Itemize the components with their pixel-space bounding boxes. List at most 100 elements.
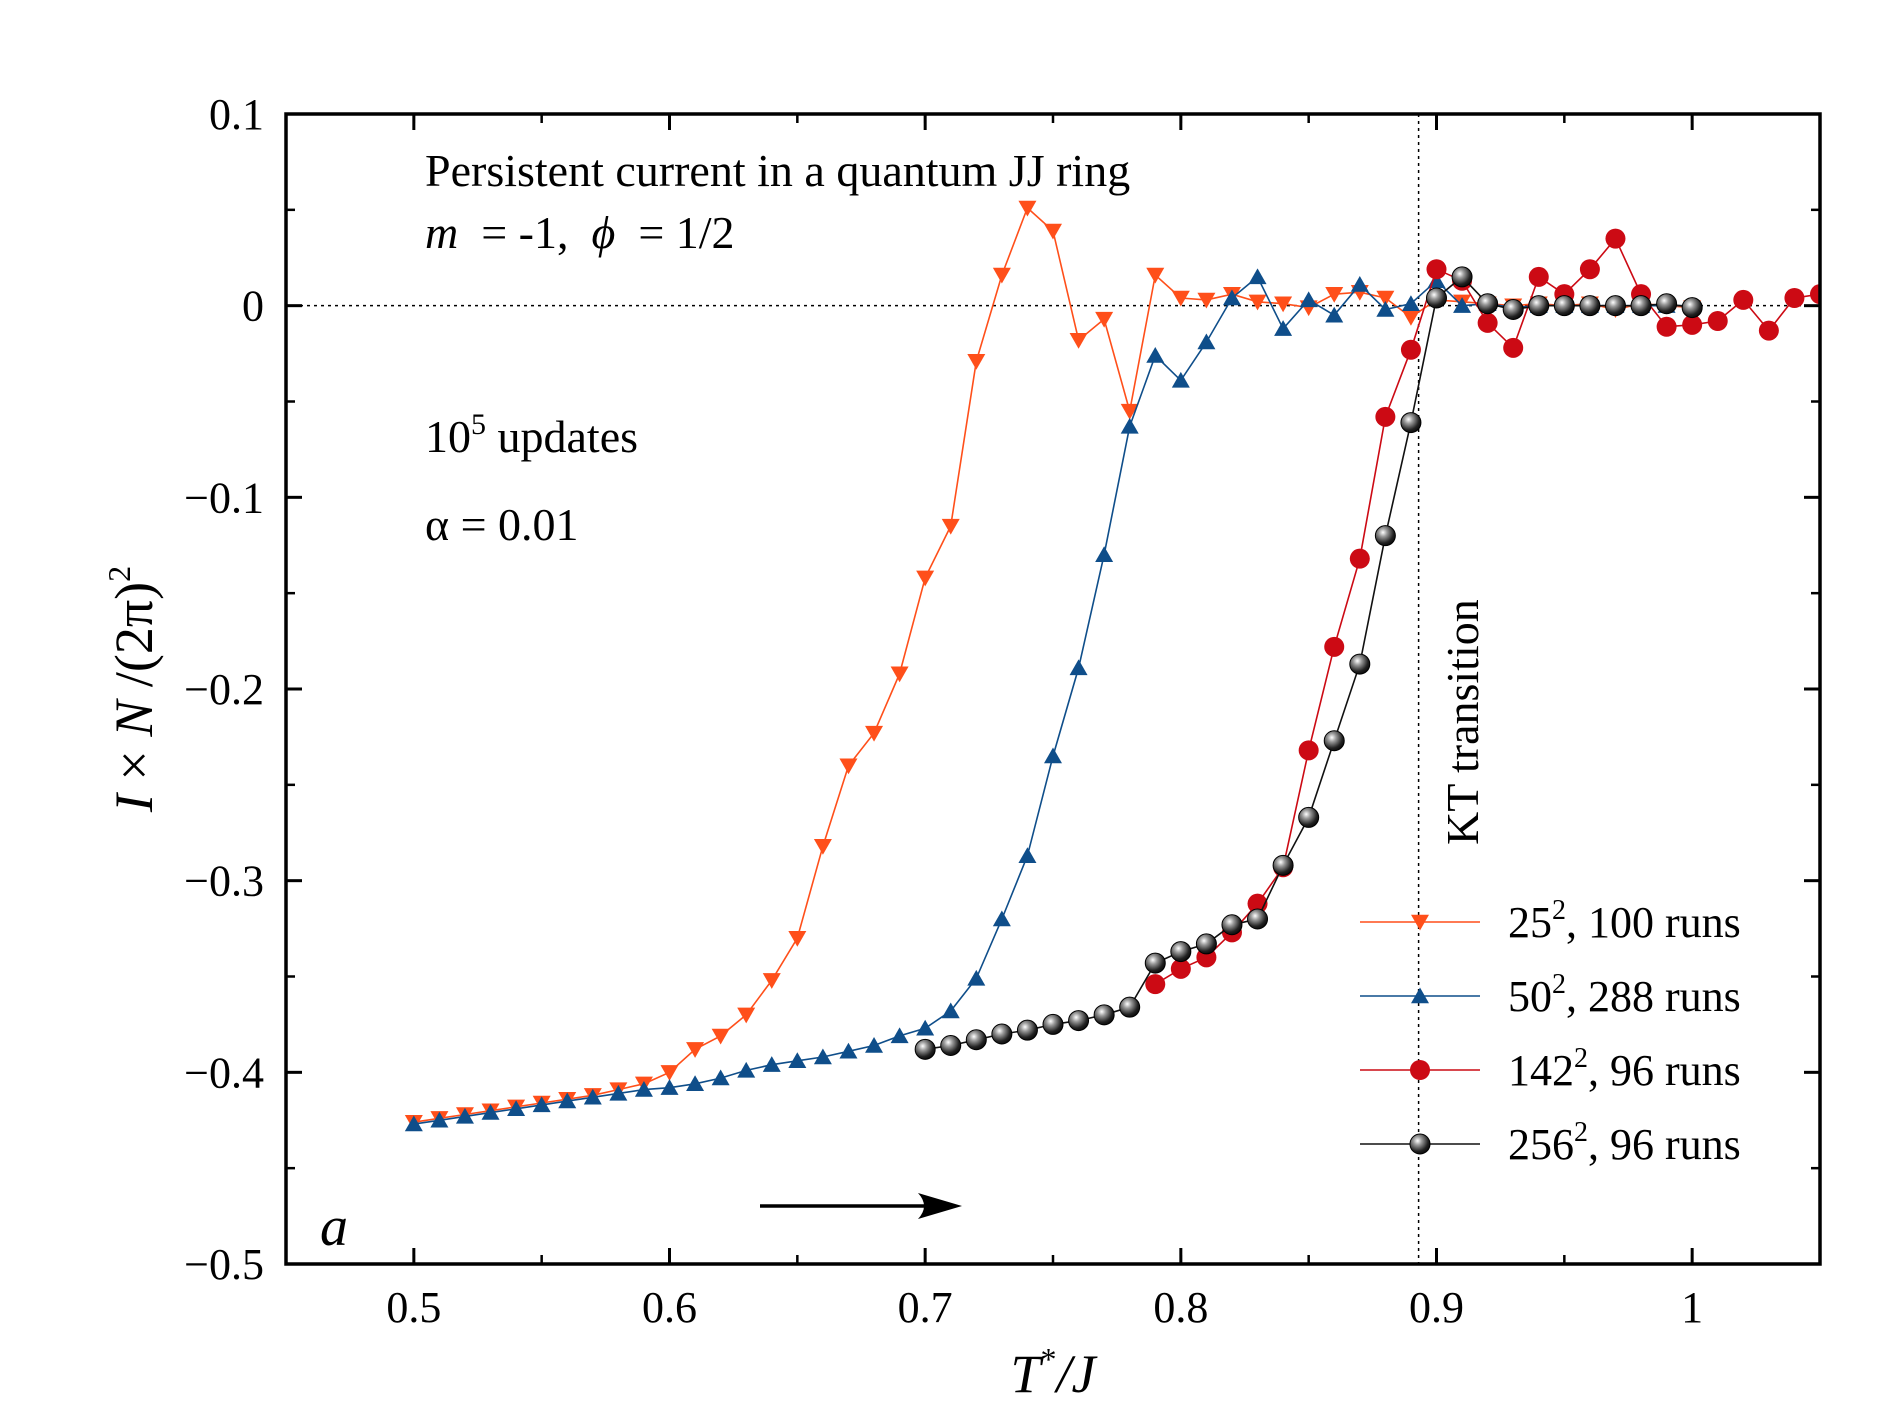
params-label: m = -1, ϕ = 1/2 (425, 207, 735, 258)
data-point-s50 (1171, 371, 1190, 388)
data-point-s256 (1195, 933, 1217, 955)
data-point-s50 (1197, 333, 1216, 350)
data-point-s50 (788, 1052, 807, 1069)
data-point-s256 (1477, 293, 1499, 315)
legend-label: 2562, 96 runs (1508, 1117, 1741, 1169)
alpha-label: α = 0.01 (425, 499, 579, 550)
data-point-s142 (1682, 314, 1703, 335)
legend: 252, 100 runs 502, 288 runs 1422, 96 runs 2… (1360, 895, 1741, 1169)
x-axis-label: T*/J (1010, 1341, 1098, 1404)
data-point-s256 (1349, 653, 1371, 675)
series-s25 (404, 200, 1702, 1131)
data-point-s25 (839, 758, 858, 775)
data-point-s50 (1095, 546, 1114, 563)
y-axis-ticks: 0.1 0 −0.1 −0.2 −0.3 −0.4 −0.5 (184, 90, 1820, 1289)
data-point-s50 (941, 1002, 960, 1019)
updates-exponent: 5 (471, 408, 486, 441)
y-tick-label: −0.1 (184, 473, 264, 522)
chart-title: Persistent current in a quantum JJ ring (425, 145, 1130, 196)
data-point-s50 (455, 1107, 474, 1124)
data-point-s50 (583, 1088, 602, 1105)
y-tick-label: −0.4 (184, 1048, 264, 1097)
data-point-s256 (1068, 1010, 1090, 1032)
data-point-s256 (1374, 525, 1396, 547)
x-tick-label: 0.7 (898, 1283, 953, 1332)
data-point-s142 (1784, 288, 1805, 308)
data-point-s256 (1528, 295, 1550, 317)
data-point-s50 (967, 969, 986, 986)
data-point-s256 (1119, 996, 1141, 1018)
data-point-s142 (1656, 316, 1677, 337)
data-point-s142 (1605, 228, 1626, 249)
y-tick-label: −0.5 (184, 1240, 264, 1289)
y-tick-label: −0.3 (184, 857, 264, 906)
data-point-s25 (1146, 267, 1165, 284)
data-point-s50 (1018, 847, 1037, 863)
legend-item-s50: 502, 288 runs (1360, 969, 1741, 1021)
data-point-s142 (1579, 259, 1600, 280)
updates-suffix: updates (486, 411, 638, 462)
data-point-s25 (1248, 294, 1267, 311)
data-point-s50 (992, 910, 1011, 927)
data-point-s142 (1707, 311, 1728, 331)
data-point-s256 (1426, 287, 1447, 309)
data-point-s25 (1044, 223, 1062, 240)
data-point-s50 (1325, 306, 1344, 323)
legend-label: 1422, 96 runs (1508, 1043, 1741, 1095)
data-point-s142 (1298, 740, 1319, 761)
data-point-s256 (1451, 266, 1473, 288)
data-point-s50 (1401, 295, 1420, 311)
data-point-s142 (1503, 337, 1524, 358)
series-s50 (404, 268, 1702, 1132)
data-point-s50 (1146, 346, 1165, 363)
data-point-s256 (1221, 914, 1243, 936)
data-point-s256 (1170, 941, 1192, 963)
data-point-s256 (1144, 952, 1166, 974)
data-point-s256 (1016, 1019, 1038, 1041)
legend-marker (1409, 1133, 1431, 1155)
x-axis-label-rest: /J (1054, 1344, 1099, 1404)
x-tick-label: 1 (1681, 1283, 1703, 1332)
data-point-s50 (711, 1069, 730, 1086)
data-point-s256 (1502, 299, 1524, 320)
data-point-s50 (1453, 297, 1472, 313)
data-point-s25 (1120, 403, 1139, 420)
data-point-s142 (1758, 320, 1779, 341)
data-point-s50 (634, 1081, 653, 1097)
data-point-s25 (1095, 311, 1114, 328)
y-axis-label: I × N /(2π)2 (101, 566, 164, 813)
data-point-s256 (1400, 412, 1422, 434)
data-point-s142 (1477, 312, 1498, 333)
data-point-s50 (430, 1111, 449, 1128)
direction-arrow-icon (760, 1193, 962, 1219)
data-point-s50 (1222, 289, 1241, 306)
y-axis-label-times: × (104, 737, 164, 794)
data-point-s142 (1145, 974, 1166, 995)
legend-marker (1411, 914, 1429, 931)
data-series (404, 200, 1820, 1132)
data-point-s256 (940, 1035, 962, 1056)
data-point-s50 (686, 1075, 705, 1092)
data-point-s50 (839, 1042, 858, 1059)
data-point-s50 (890, 1027, 909, 1044)
data-point-s256 (1323, 730, 1345, 752)
data-point-s25 (992, 267, 1011, 284)
data-point-s256 (1272, 854, 1294, 876)
data-point-s256 (1681, 297, 1703, 319)
data-point-s50 (1299, 291, 1318, 308)
data-point-s50 (660, 1079, 679, 1095)
data-point-s142 (1400, 339, 1421, 360)
x-axis-label-star: * (1041, 1341, 1057, 1377)
data-point-s142 (1528, 266, 1549, 287)
data-point-s25 (737, 1007, 756, 1024)
x-tick-label: 0.8 (1153, 1283, 1208, 1332)
data-point-s50 (1350, 276, 1369, 292)
panel-label: a (320, 1196, 348, 1258)
data-point-s25 (1069, 332, 1088, 349)
reference-lines (286, 114, 1820, 1264)
x-tick-label: 0.6 (642, 1283, 697, 1332)
data-point-s50 (737, 1061, 756, 1078)
series-s256 (914, 266, 1703, 1060)
legend-label: 502, 288 runs (1508, 969, 1741, 1021)
y-tick-label: 0 (242, 282, 264, 331)
